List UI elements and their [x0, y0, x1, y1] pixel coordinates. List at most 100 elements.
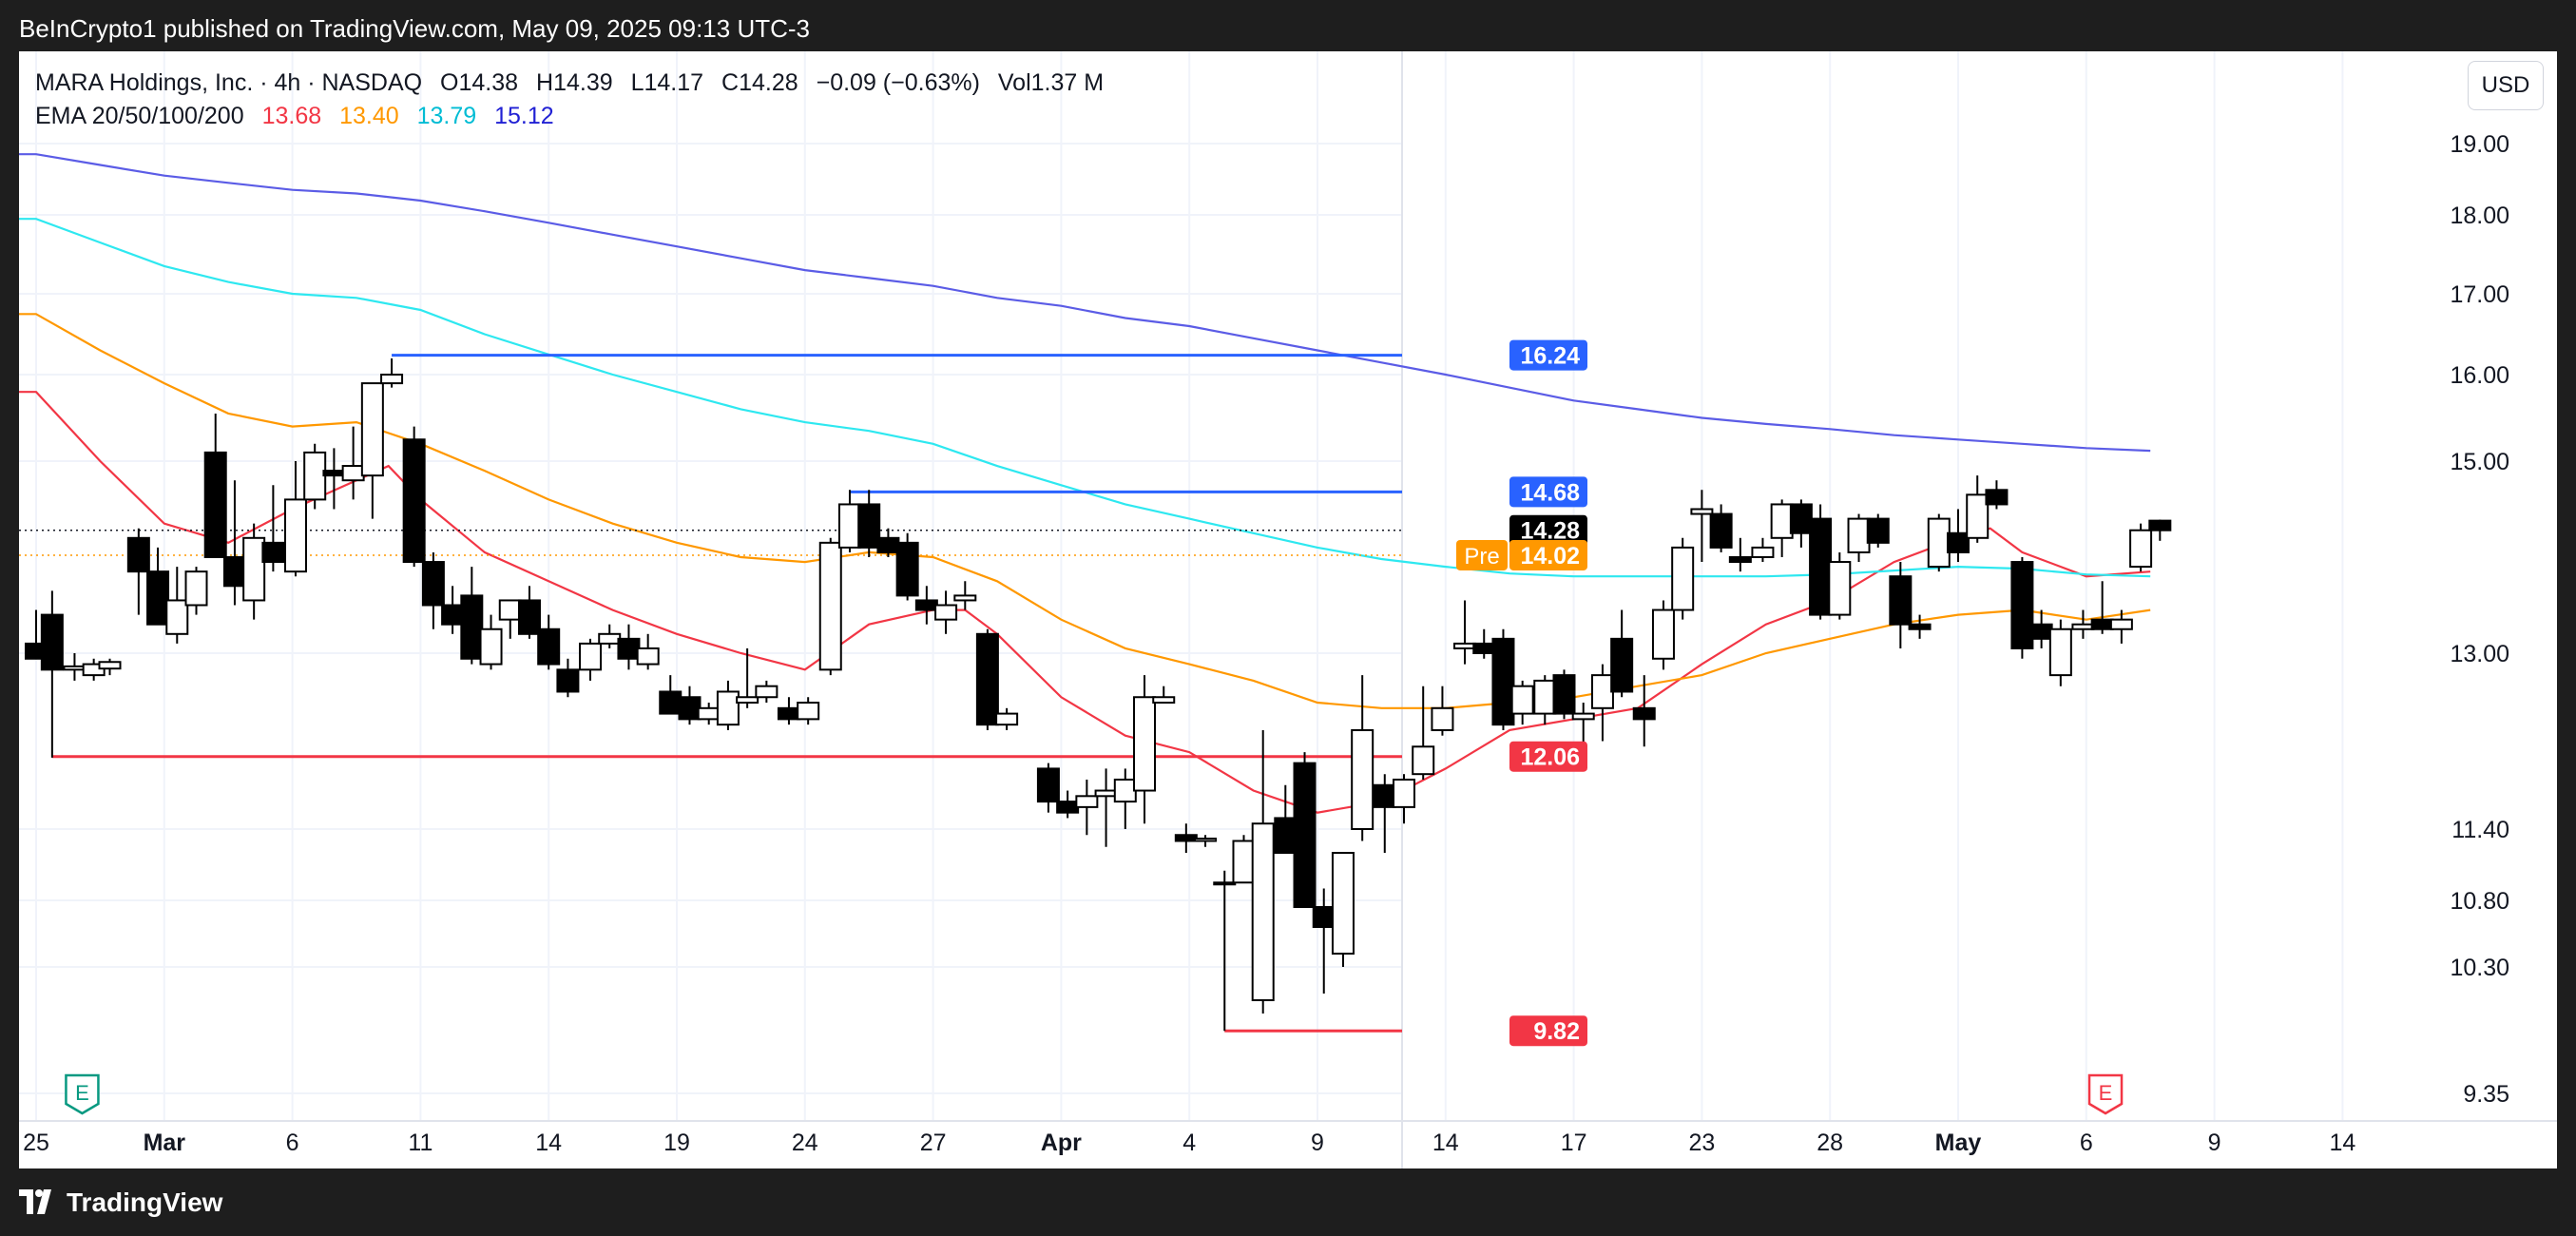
candle [797, 697, 820, 725]
candle [1174, 823, 1198, 853]
level-price-badge-bg [1509, 741, 1587, 772]
candle-body-down [1709, 512, 1733, 549]
candle-body-up [360, 382, 384, 477]
candle [1075, 779, 1099, 836]
candle [1651, 600, 1675, 670]
price-tick-label: 15.00 [2450, 449, 2509, 475]
time-tick-label: 11 [408, 1130, 433, 1156]
candle [1590, 664, 1614, 742]
candle [1094, 768, 1118, 847]
candle-body-up [1213, 881, 1237, 886]
candle [380, 358, 404, 388]
price-chart[interactable]: E E19.0018.0017.0016.0015.0013.0011.4010.… [19, 51, 2557, 1168]
candle [2129, 523, 2153, 572]
candle-body-down [1632, 706, 1656, 721]
ema-line-ema50 [19, 313, 2151, 709]
candle [2010, 557, 2034, 659]
time-tick-label: 14 [535, 1130, 562, 1156]
ema50-value: 13.40 [339, 103, 399, 129]
candle [895, 532, 919, 601]
low-value: 14.17 [644, 69, 704, 96]
candle-body-down [1312, 906, 1336, 928]
volume-label: Vol [997, 69, 1031, 96]
candle [837, 490, 861, 552]
candle-body-down [1985, 489, 2009, 506]
price-tick-label: 9.35 [2463, 1081, 2509, 1108]
candle [1113, 768, 1137, 829]
candle [283, 461, 307, 577]
candle [1866, 513, 1890, 548]
candle-body-up [380, 374, 404, 385]
candle-body-up [1412, 745, 1435, 776]
candle-body-up [1671, 546, 1695, 611]
candle-body-up [1847, 517, 1871, 553]
candle-body-up [1194, 838, 1218, 842]
candle-body-up [1590, 674, 1614, 709]
candle [1966, 475, 1990, 543]
earnings-marker[interactable]: E [2087, 1073, 2124, 1115]
candle [1510, 680, 1534, 725]
candle-body-down [2010, 561, 2034, 649]
candle-body-up [2109, 618, 2133, 630]
time-tick-label: 17 [1561, 1130, 1587, 1156]
candle [777, 697, 800, 725]
candle-body-down [1908, 623, 1932, 630]
candle [242, 523, 266, 620]
candle [184, 567, 208, 615]
symbol-info[interactable]: MARA Holdings, Inc. · 4h · NASDAQ [35, 69, 423, 96]
candle-body-up [1571, 712, 1595, 721]
candle-body-down [1373, 783, 1396, 808]
candle-body-up [837, 503, 861, 549]
candle [322, 448, 346, 510]
candle [1036, 763, 1060, 813]
price-tick-label: 18.00 [2450, 203, 2509, 229]
ema-line-ema200 [19, 153, 2151, 453]
candle [402, 426, 426, 568]
candle [1251, 729, 1275, 1014]
time-tick-label: 25 [23, 1130, 49, 1156]
candle-body-up [242, 536, 266, 602]
candle [934, 590, 958, 634]
candle [1985, 480, 2009, 510]
high-label: H [536, 69, 554, 96]
earnings-marker[interactable]: E [65, 1073, 100, 1115]
volume-value: 1.37 M [1030, 69, 1105, 96]
ema-line-ema100 [19, 218, 2151, 578]
candle [2148, 519, 2172, 541]
candle-body-down [1174, 834, 1198, 842]
low-label: L [630, 69, 644, 96]
candle-body-down [1056, 801, 1080, 814]
candle [1728, 537, 1752, 572]
ema200-value: 15.12 [494, 103, 554, 129]
candle [2109, 609, 2133, 644]
candle-body-down [857, 503, 881, 549]
candle-body-down [402, 438, 426, 564]
candle-body-down [222, 556, 246, 588]
candle-body-down [659, 690, 682, 715]
candle-body-up [82, 663, 106, 677]
level-price-badge-bg [1509, 476, 1587, 508]
candle [697, 703, 721, 725]
time-tick-label: 9 [1311, 1130, 1324, 1156]
candle [953, 581, 977, 610]
candle-body-down [421, 561, 445, 607]
candle-body-up [341, 465, 365, 482]
candle [165, 567, 189, 644]
candle-body-up [1152, 696, 1176, 705]
candle-body-up [579, 642, 603, 671]
candle [2071, 609, 2095, 639]
candle [517, 586, 541, 639]
candle-body-up [1075, 795, 1099, 808]
pre-market-badge-bg [1509, 539, 1587, 570]
published-text: BeInCrypto1 published on TradingView.com… [19, 14, 810, 43]
ema-label[interactable]: EMA 20/50/100/200 [35, 103, 244, 129]
candle-body-up [1094, 789, 1118, 798]
earnings-marker-label: E [75, 1081, 89, 1105]
currency-button[interactable]: USD [2468, 61, 2544, 110]
change-value: −0.09 (−0.63%) [816, 69, 980, 96]
candle-body-up [2129, 529, 2153, 569]
publish-bar: BeInCrypto1 published on TradingView.com… [0, 0, 2576, 51]
candle [659, 675, 682, 715]
footer-brand: TradingView [67, 1188, 223, 1217]
earnings-marker-shape [65, 1073, 100, 1115]
